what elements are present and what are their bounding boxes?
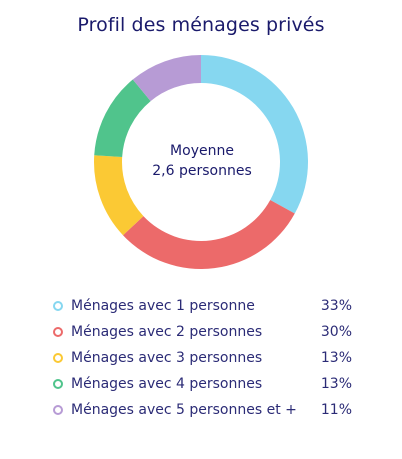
chart-title: Profil des ménages privés: [77, 14, 325, 36]
legend-label: Ménages avec 4 personnes: [71, 376, 263, 392]
legend-marker: [53, 327, 63, 337]
center-label-line-2: 2,6 personnes: [152, 163, 252, 179]
legend-value: 30%: [320, 324, 352, 340]
donut-chart: [94, 54, 308, 269]
center-label-line-1: Moyenne: [170, 143, 234, 159]
legend-label: Ménages avec 5 personnes et +: [71, 402, 297, 418]
legend-label: Ménages avec 2 personnes: [71, 324, 263, 340]
chart-legend: Ménages avec 1 personne 33% Ménages avec…: [50, 293, 352, 423]
legend-marker: [53, 301, 63, 311]
donut-slice: [201, 55, 308, 214]
legend-value: 33%: [320, 298, 352, 314]
legend-item: Ménages avec 1 personne 33%: [50, 293, 352, 319]
donut-slice: [94, 155, 144, 236]
chart-center-label: Moyenne 2,6 personnes: [126, 141, 278, 181]
legend-item: Ménages avec 3 personnes 13%: [50, 345, 352, 371]
legend-value: 11%: [320, 402, 352, 418]
legend-item: Ménages avec 4 personnes 13%: [50, 371, 352, 397]
legend-item: Ménages avec 5 personnes et + 11%: [50, 397, 352, 423]
legend-label: Ménages avec 3 personnes: [71, 350, 263, 366]
legend-item: Ménages avec 2 personnes 30%: [50, 319, 352, 345]
legend-marker: [53, 353, 63, 363]
legend-value: 13%: [320, 350, 352, 366]
legend-marker: [53, 379, 63, 389]
legend-label: Ménages avec 1 personne: [71, 298, 255, 314]
legend-marker: [53, 405, 63, 415]
legend-value: 13%: [320, 376, 352, 392]
donut-slice: [123, 200, 295, 269]
donut-slice: [94, 79, 151, 158]
donut-slice: [132, 54, 201, 102]
